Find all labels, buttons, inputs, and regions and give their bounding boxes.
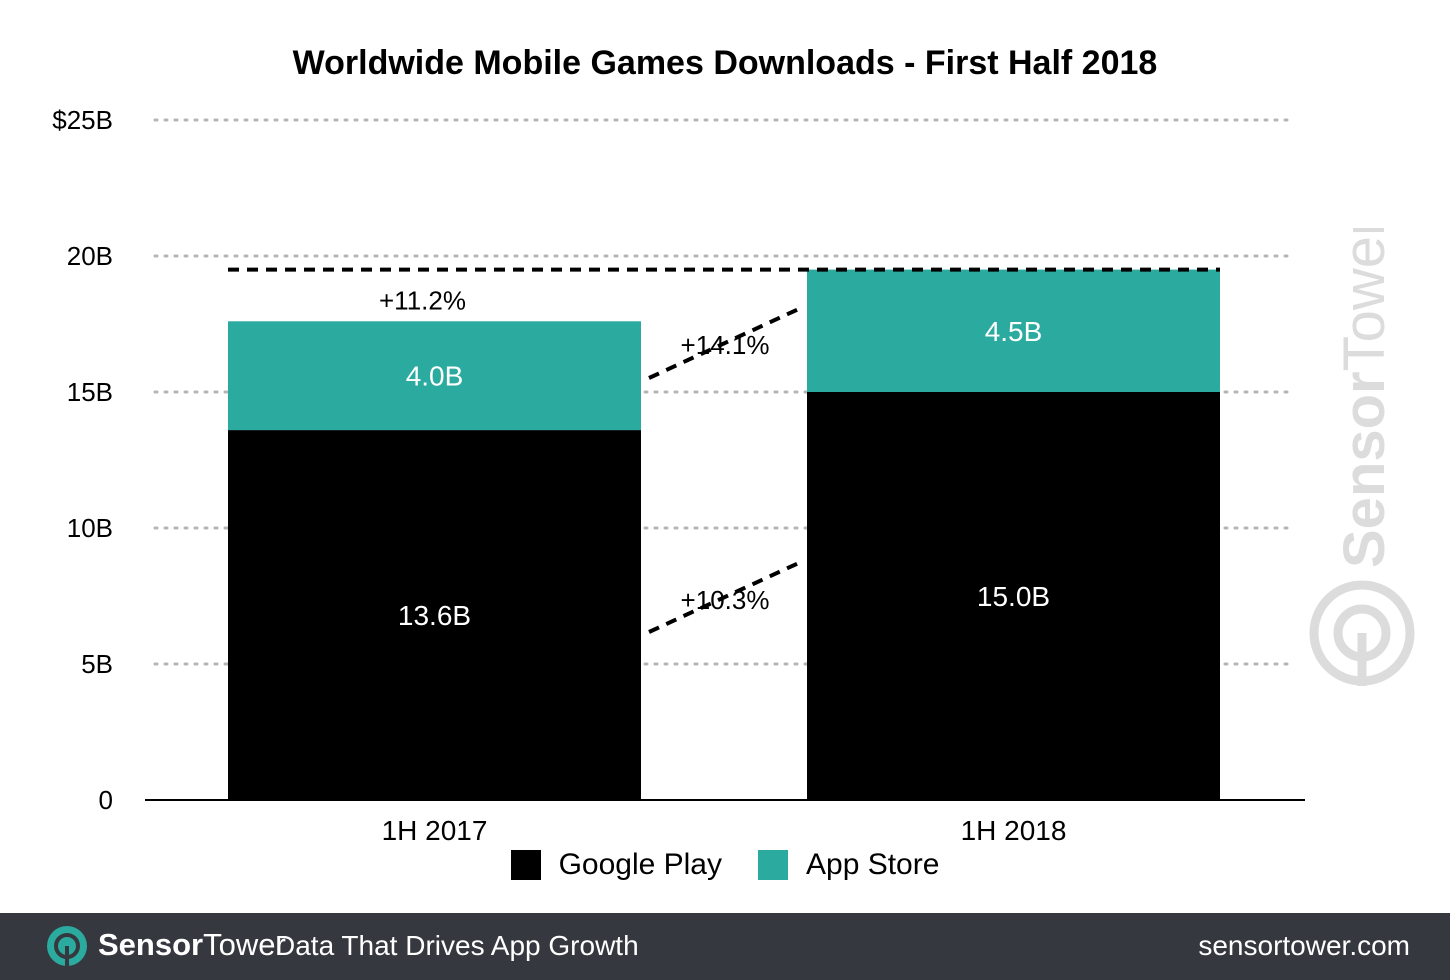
footer-brand: SensorTower xyxy=(98,927,286,963)
bar-value-label: 4.5B xyxy=(985,316,1043,347)
y-tick-label: 10B xyxy=(67,513,113,543)
sensortower-logo-icon xyxy=(47,926,87,967)
bar-value-label: 13.6B xyxy=(398,600,471,631)
legend-label-google-play: Google Play xyxy=(558,848,722,881)
y-tick-label: $25B xyxy=(52,105,113,135)
bars-layer: 13.6B 4.0B 15.0B 4.5B xyxy=(228,269,1220,800)
chart-title: Worldwide Mobile Games Downloads - First… xyxy=(292,44,1158,82)
footer-brand-a: Sensor xyxy=(98,927,204,962)
footer-bar: SensorTower Data That Drives App Growth … xyxy=(0,913,1450,980)
bar-app-store-0 xyxy=(228,321,641,431)
y-tick-label: 0 xyxy=(99,785,113,815)
chart-plot: 0 5B 10B 15B 20B $25B 13.6B 4.0B 15.0B 4.5B +11.… xyxy=(52,105,1305,846)
y-tick-label: 15B xyxy=(67,377,113,407)
legend-swatch-app-store xyxy=(758,850,788,880)
bar-value-label: 15.0B xyxy=(977,581,1050,612)
x-axis-categories: 1H 2017 1H 2018 xyxy=(382,815,1067,846)
legend-item-app-store: App Store xyxy=(758,848,939,882)
legend-swatch-google-play xyxy=(510,850,541,880)
watermark-text: SensorTower xyxy=(1332,228,1397,568)
growth-label-google-play: +10.3% xyxy=(681,585,770,615)
y-tick-label: 5B xyxy=(81,649,113,679)
legend-label-app-store: App Store xyxy=(806,848,940,881)
x-category-label: 1H 2018 xyxy=(961,815,1067,846)
x-category-label: 1H 2017 xyxy=(382,815,488,846)
watermark-brand-b: Tower xyxy=(1332,228,1397,371)
growth-label-app-store: +14.1% xyxy=(681,330,770,360)
bar-google-play-0 xyxy=(228,430,641,800)
growth-line-google-play xyxy=(648,559,804,634)
y-tick-label: 20B xyxy=(67,241,113,271)
watermark-brand-a: Sensor xyxy=(1332,371,1397,568)
sensortower-watermark: SensorTower xyxy=(1309,228,1415,686)
bar-google-play-1 xyxy=(807,392,1220,800)
growth-line-app-store xyxy=(648,305,804,380)
legend: Google Play App Store xyxy=(0,848,1450,882)
bar-value-label: 4.0B xyxy=(406,361,464,392)
bar-app-store-1 xyxy=(807,269,1220,392)
footer-brand-b: Tower xyxy=(203,927,286,962)
legend-item-google-play: Google Play xyxy=(510,848,722,882)
growth-label-total: +11.2% xyxy=(379,286,466,316)
annotations-layer: +11.2% +14.1% +10.3% xyxy=(228,267,1220,634)
y-axis-ticks: 0 5B 10B 15B 20B $25B xyxy=(52,105,113,815)
footer-tagline: Data That Drives App Growth xyxy=(275,930,639,961)
watermark-logo-icon xyxy=(1309,580,1415,686)
footer-url[interactable]: sensortower.com xyxy=(1198,930,1410,961)
